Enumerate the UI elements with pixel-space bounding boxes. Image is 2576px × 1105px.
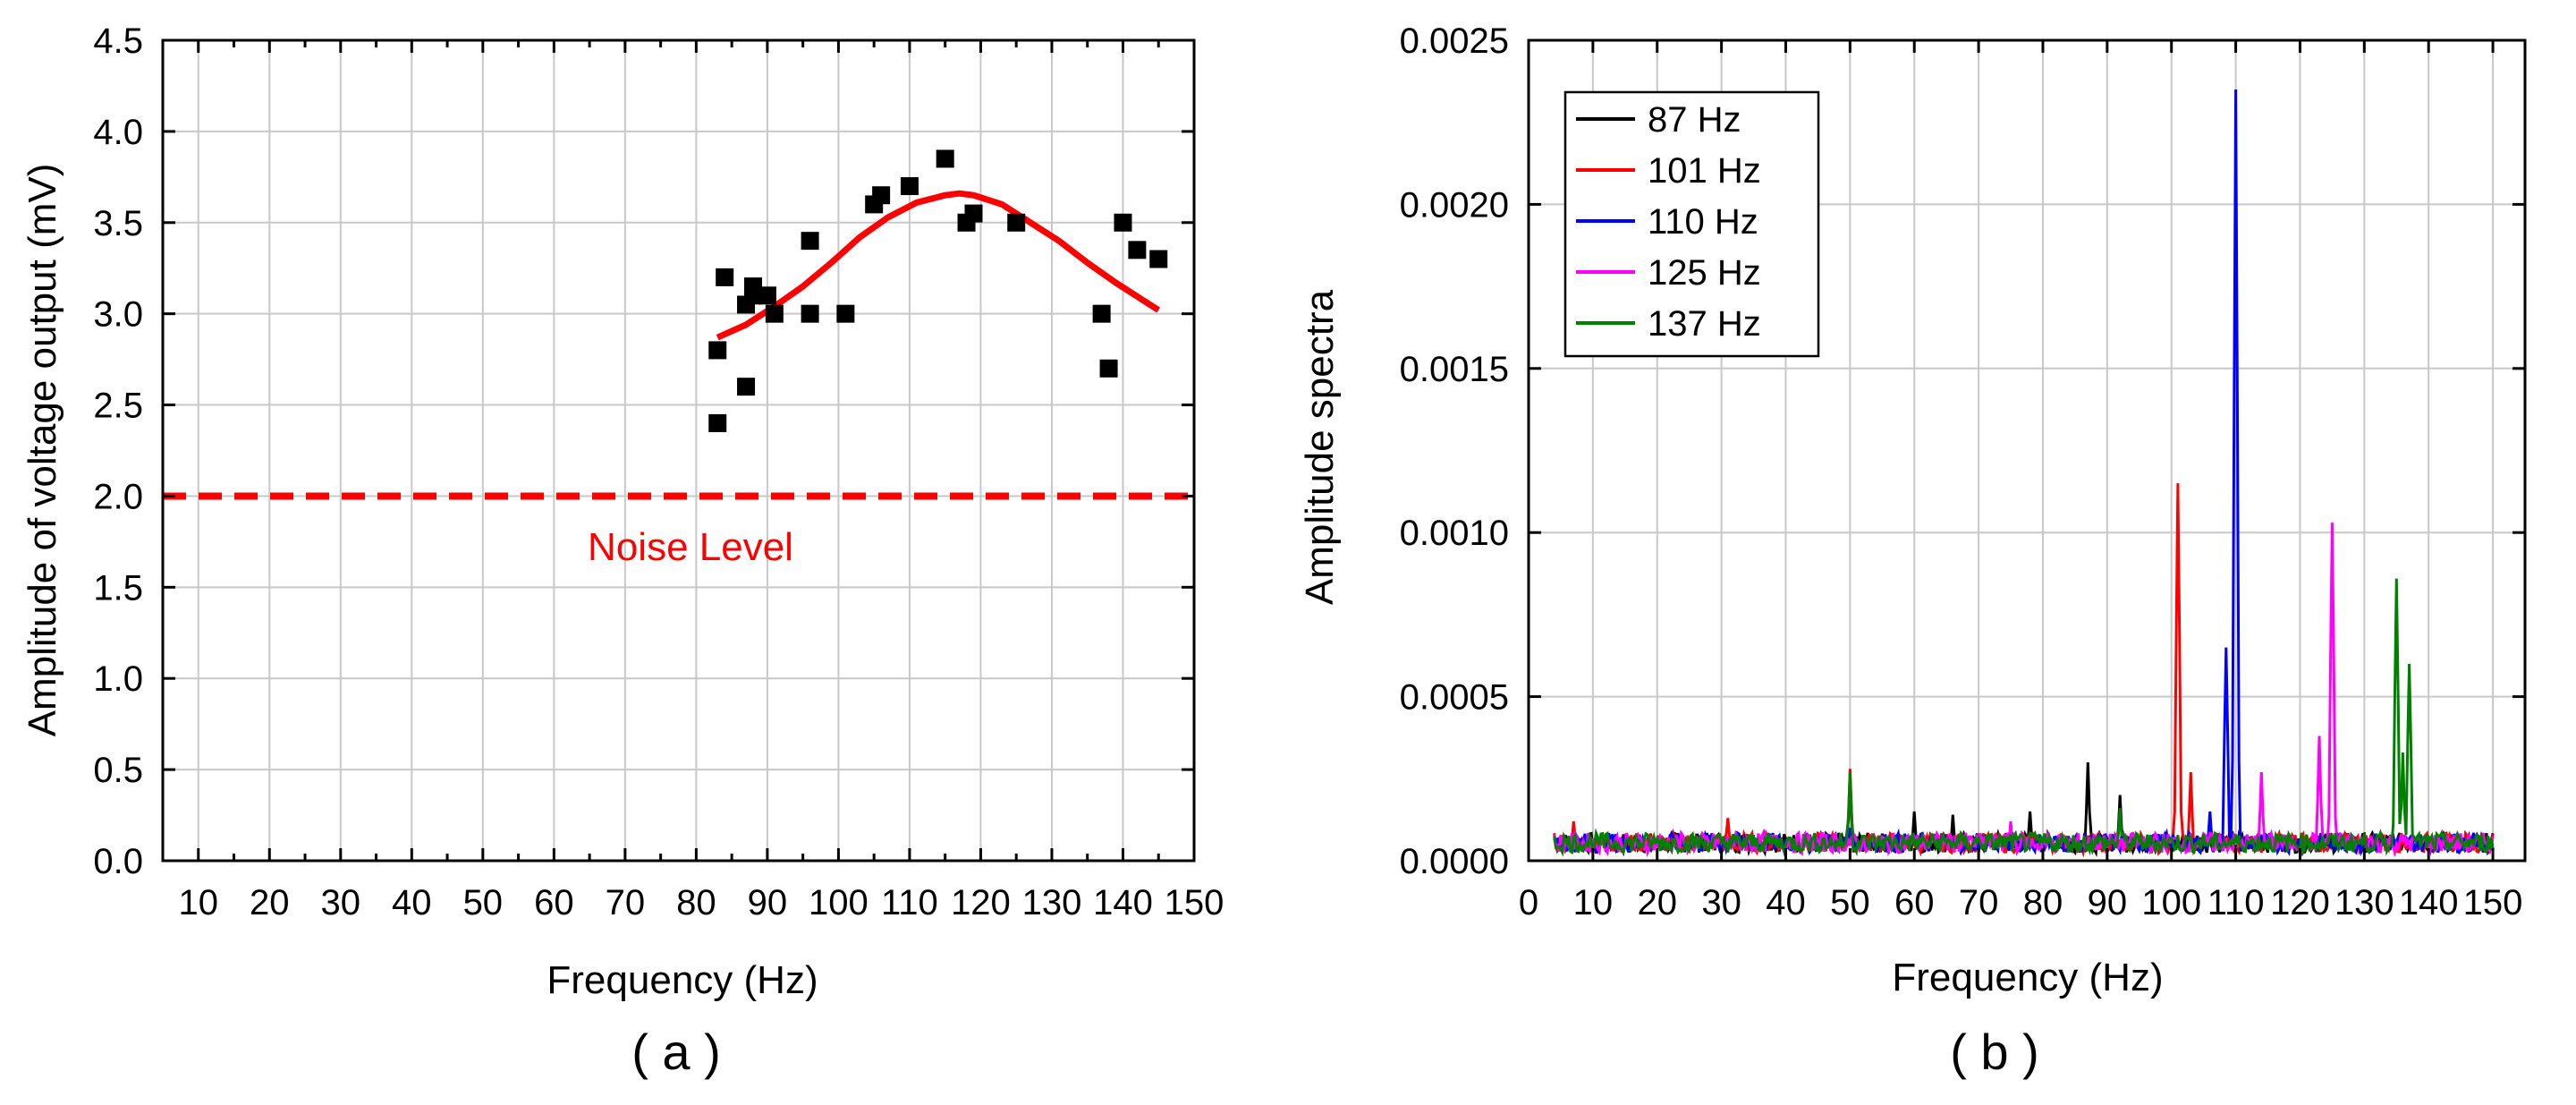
panel-a-x-axis-title: Frequency (Hz) xyxy=(547,958,818,1002)
a-y-tick-label: 2.5 xyxy=(93,387,143,426)
a-x-tick-label: 100 xyxy=(809,883,869,922)
panel-a-ticks xyxy=(161,38,1196,863)
b-x-tick-label: 140 xyxy=(2399,883,2459,922)
b-y-tick-label: 0.0020 xyxy=(1400,185,1509,225)
data-point xyxy=(801,232,819,251)
panel-b-axes-frame xyxy=(1527,38,2527,863)
a-x-tick-label: 50 xyxy=(463,883,504,922)
a-y-tick-label: 3.0 xyxy=(93,295,143,335)
panel-a-axes-frame xyxy=(161,38,1196,863)
b-x-tick-label: 60 xyxy=(1894,883,1935,922)
data-point xyxy=(737,378,756,396)
b-y-tick-label: 0.0000 xyxy=(1400,842,1509,881)
b-x-tick-label: 40 xyxy=(1766,883,1806,922)
noise-level-label: Noise Level xyxy=(588,525,793,569)
a-y-tick-label: 1.5 xyxy=(93,568,143,608)
a-x-tick-label: 120 xyxy=(951,883,1011,922)
a-x-tick-label: 20 xyxy=(250,883,290,922)
spectrum-lines xyxy=(1553,89,2495,858)
a-x-tick-label: 90 xyxy=(748,883,788,922)
data-point xyxy=(708,413,727,432)
b-x-tick-label: 20 xyxy=(1637,883,1677,922)
data-point xyxy=(1128,241,1147,259)
panel-b-label: ( b ) xyxy=(1950,1024,2039,1080)
data-point xyxy=(743,277,762,296)
a-x-tick-label: 30 xyxy=(321,883,361,922)
b-x-tick-label: 120 xyxy=(2270,883,2330,922)
panel-b-y-axis-title: Amplitude spectra xyxy=(1298,289,1342,605)
data-point xyxy=(1092,304,1111,323)
b-y-tick-label: 0.0010 xyxy=(1400,514,1509,553)
panel-b-x-axis-title: Frequency (Hz) xyxy=(1892,956,2163,999)
data-point xyxy=(1007,213,1026,232)
panel-b-y-tick-labels: 0.0000 0.0005 0.0010 0.0015 0.0020 0.0025 xyxy=(1400,21,1509,881)
legend-box xyxy=(1563,90,1820,358)
a-y-tick-label: 2.0 xyxy=(93,477,143,516)
b-x-tick-label: 30 xyxy=(1701,883,1741,922)
fit-curve xyxy=(716,190,1161,341)
data-point xyxy=(801,304,819,323)
data-point xyxy=(1149,250,1168,268)
data-point xyxy=(872,186,891,205)
b-x-tick-label: 70 xyxy=(1959,883,1999,922)
panel-b-ticks xyxy=(1527,38,2525,863)
data-point xyxy=(964,204,983,223)
a-y-tick-label: 0.5 xyxy=(93,751,143,790)
a-x-tick-label: 140 xyxy=(1093,883,1153,922)
a-x-tick-label: 150 xyxy=(1165,883,1224,922)
a-x-tick-label: 70 xyxy=(606,883,646,922)
b-x-tick-label: 100 xyxy=(2141,883,2201,922)
legend-entry: 125 Hz xyxy=(1648,253,1761,293)
a-y-tick-label: 4.0 xyxy=(93,113,143,152)
data-point xyxy=(708,341,727,360)
b-y-tick-label: 0.0025 xyxy=(1400,21,1509,61)
legend: 87 Hz 101 Hz 110 Hz 125 Hz 137 Hz xyxy=(1563,90,1820,358)
data-point xyxy=(1099,359,1118,378)
b-y-tick-label: 0.0015 xyxy=(1400,350,1509,389)
data-point xyxy=(900,177,919,196)
a-x-tick-label: 130 xyxy=(1022,883,1082,922)
b-y-tick-label: 0.0005 xyxy=(1400,678,1509,718)
a-y-tick-label: 1.0 xyxy=(93,659,143,699)
b-x-tick-label: 90 xyxy=(2088,883,2128,922)
spectrum-line xyxy=(1553,578,2495,857)
a-x-tick-label: 80 xyxy=(676,883,716,922)
a-x-tick-label: 60 xyxy=(534,883,574,922)
panel-a-y-tick-labels: 0.0 0.5 1.0 1.5 2.0 2.5 3.0 3.5 4.0 4.5 xyxy=(93,21,143,881)
b-x-tick-label: 130 xyxy=(2334,883,2394,922)
b-x-tick-label: 110 xyxy=(2207,883,2265,922)
panel-b-chart: 0 10 20 30 40 50 60 70 80 90 100 110 120 130 140 150 0.… xyxy=(1298,21,2527,1080)
a-x-tick-label: 110 xyxy=(881,883,938,922)
data-points xyxy=(708,149,1168,432)
a-y-tick-label: 4.5 xyxy=(93,21,143,61)
data-point xyxy=(765,304,784,323)
legend-entry: 101 Hz xyxy=(1648,151,1761,191)
panel-a-y-axis-title: Amplitude of voltage output (mV) xyxy=(21,164,64,737)
b-x-tick-label: 0 xyxy=(1519,883,1538,922)
data-point xyxy=(758,286,776,305)
legend-entry: 87 Hz xyxy=(1648,100,1741,140)
panel-a-x-tick-labels: 10 20 30 40 50 60 70 80 90 100 110 120 130 140 150 xyxy=(179,883,1224,922)
a-y-tick-label: 0.0 xyxy=(93,842,143,881)
panel-b-x-tick-labels: 0 10 20 30 40 50 60 70 80 90 100 110 120 130 140 150 xyxy=(1519,883,2523,922)
data-point xyxy=(716,268,734,286)
data-point xyxy=(836,304,855,323)
data-point xyxy=(936,149,954,168)
data-point xyxy=(1114,213,1132,232)
panel-a-label: ( a ) xyxy=(631,1024,721,1080)
panel-a-chart: 10 20 30 40 50 60 70 80 90 100 110 120 130 140 150 0.0… xyxy=(21,21,1224,1080)
b-x-tick-label: 80 xyxy=(2023,883,2063,922)
a-y-tick-label: 3.5 xyxy=(93,204,143,243)
a-x-tick-label: 10 xyxy=(179,883,219,922)
a-x-tick-label: 40 xyxy=(392,883,432,922)
legend-entry: 137 Hz xyxy=(1648,304,1761,344)
b-x-tick-label: 150 xyxy=(2463,883,2523,922)
legend-entry: 110 Hz xyxy=(1648,202,1758,242)
b-x-tick-label: 10 xyxy=(1573,883,1614,922)
b-x-tick-label: 50 xyxy=(1830,883,1870,922)
